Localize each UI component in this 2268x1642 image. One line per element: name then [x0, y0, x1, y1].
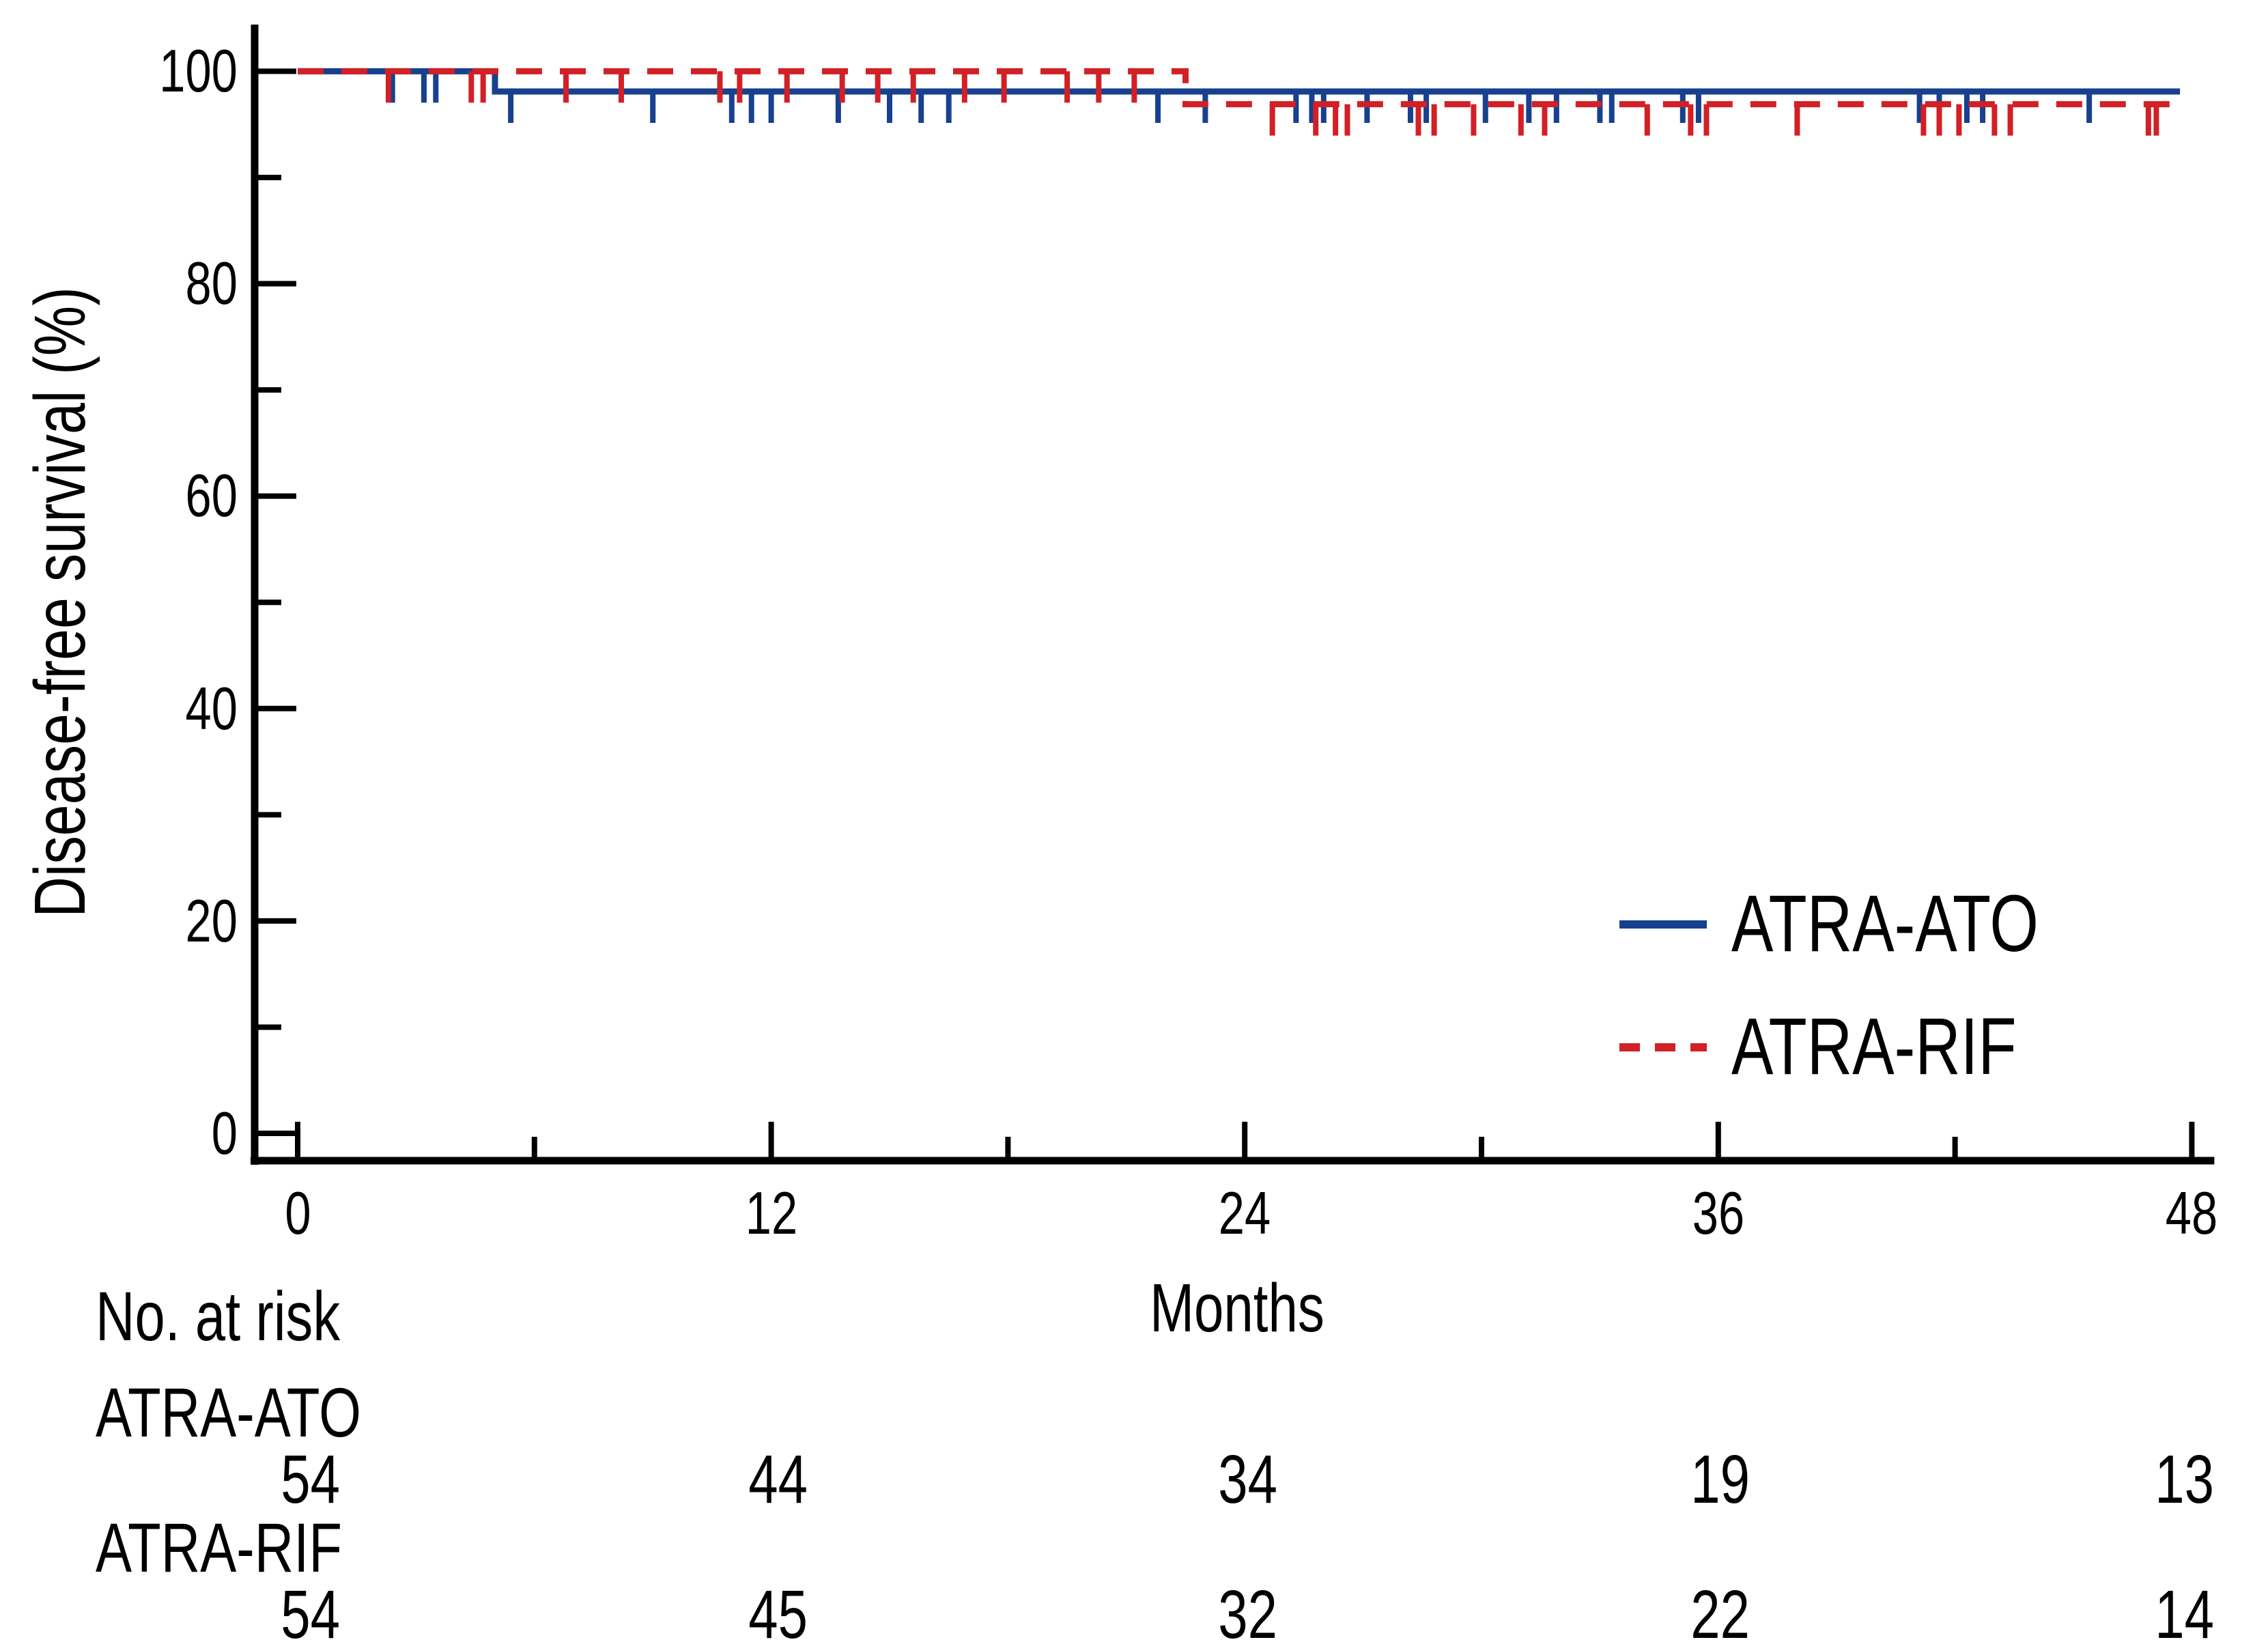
y-tick-label-40: 40 — [185, 675, 238, 742]
risk-value-ato-m48: 13 — [2155, 1441, 2215, 1518]
legend-label-atra-ato: ATRA-ATO — [1731, 879, 2039, 969]
survival-curve-atra-rif — [298, 68, 2181, 108]
legend-line-atra-ato — [1619, 920, 1707, 929]
risk-value-rif-m48: 14 — [2155, 1576, 2215, 1642]
censor-marks-atra-rif — [385, 71, 2159, 136]
y-tick-label-80: 80 — [185, 249, 238, 317]
y-tick-label-60: 60 — [185, 462, 238, 529]
y-tick-label-100: 100 — [159, 37, 238, 104]
risk-value-ato-m36: 19 — [1690, 1441, 1750, 1518]
risk-row-label-atra-ato: ATRA-ATO — [96, 1374, 361, 1452]
x-axis-title: Months — [1150, 1270, 1324, 1346]
y-tick-label-20: 20 — [185, 887, 238, 954]
risk-row-label-atra-rif: ATRA-RIF — [96, 1509, 342, 1587]
risk-value-rif-m36: 22 — [1690, 1576, 1750, 1642]
axes — [251, 25, 2215, 1165]
legend-label-atra-rif: ATRA-RIF — [1731, 1002, 2017, 1092]
risk-value-ato-m24: 34 — [1218, 1441, 1278, 1518]
x-tick-label-36: 36 — [1692, 1179, 1745, 1247]
x-tick-label-0: 0 — [284, 1179, 311, 1247]
risk-value-rif-m24: 32 — [1218, 1576, 1278, 1642]
risk-value-rif-m12: 45 — [748, 1576, 808, 1642]
x-tick-label-24: 24 — [1218, 1179, 1271, 1247]
risk-value-ato-m0: 54 — [281, 1441, 341, 1518]
x-tick-label-48: 48 — [2165, 1179, 2218, 1247]
censor-marks-atra-ato — [389, 71, 2093, 123]
risk-value-rif-m0: 54 — [281, 1576, 341, 1642]
risk-value-ato-m12: 44 — [748, 1441, 808, 1518]
y-axis-title: Disease-free survival (%) — [20, 287, 100, 918]
x-tick-label-12: 12 — [745, 1179, 798, 1247]
y-tick-label-0: 0 — [211, 1099, 238, 1167]
risk-table-header: No. at risk — [96, 1277, 341, 1355]
legend-line-atra-rif — [1619, 1043, 1707, 1051]
